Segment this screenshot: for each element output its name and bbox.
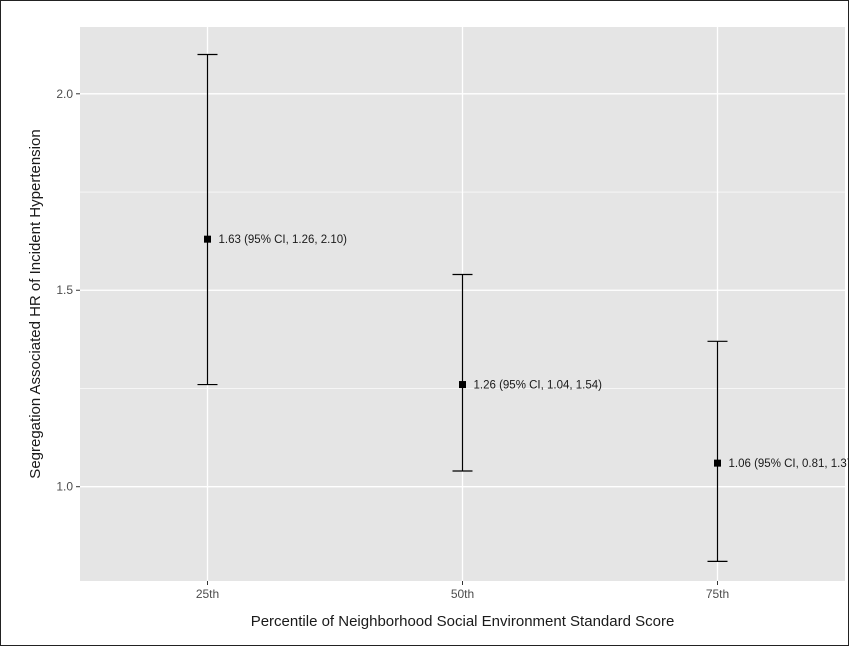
y-axis: 1.0 1.5 2.0 bbox=[56, 87, 80, 494]
x-tick-label: 25th bbox=[196, 587, 219, 601]
y-tick-label: 1.5 bbox=[56, 283, 73, 297]
x-tick-label: 50th bbox=[451, 587, 474, 601]
x-axis-title: Percentile of Neighborhood Social Enviro… bbox=[251, 613, 675, 630]
point-estimate bbox=[714, 459, 721, 467]
data-marks: 1.63 (95% CI, 1.26, 2.10) 1.26 (95% CI, 1… bbox=[197, 53, 849, 562]
data-label: 1.26 (95% CI, 1.04, 1.54) bbox=[474, 380, 603, 392]
x-tick-label: 75th bbox=[706, 587, 729, 601]
y-tick-label: 1.0 bbox=[56, 480, 73, 494]
point-estimate bbox=[459, 381, 466, 389]
point-estimate bbox=[204, 235, 211, 243]
x-axis: 25th 50th 75th bbox=[196, 581, 729, 601]
y-tick-label: 2.0 bbox=[56, 87, 73, 101]
data-label: 1.63 (95% CI, 1.26, 2.10) bbox=[219, 234, 348, 246]
data-label: 1.06 (95% CI, 0.81, 1.37) bbox=[729, 458, 849, 470]
y-axis-title: Segregation Associated HR of Incident Hy… bbox=[27, 129, 44, 478]
